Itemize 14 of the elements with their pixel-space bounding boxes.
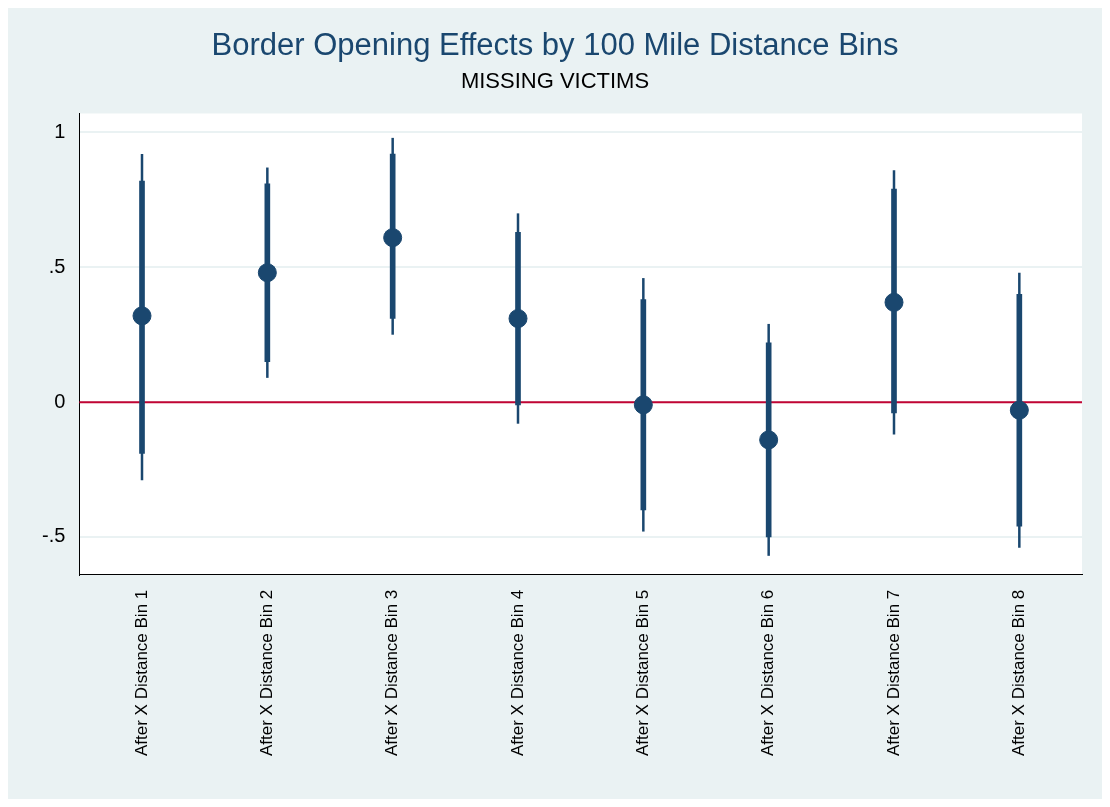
x-tick-label: After X Distance Bin 7 xyxy=(883,589,903,757)
x-tick-label: After X Distance Bin 3 xyxy=(382,589,402,757)
chart-subtitle: MISSING VICTIMS xyxy=(460,68,650,94)
x-tick-label: After X Distance Bin 8 xyxy=(1009,589,1029,757)
x-tick-label: After X Distance Bin 6 xyxy=(758,589,778,757)
x-tick-label: After X Distance Bin 1 xyxy=(131,589,151,757)
y-tick-label: 0 xyxy=(54,389,66,412)
x-tick-label: After X Distance Bin 4 xyxy=(507,589,527,757)
y-tick-label: .5 xyxy=(48,254,66,277)
y-tick-label: 1 xyxy=(54,119,66,142)
chart-title: Border Opening Effects by 100 Mile Distance Bins xyxy=(211,27,899,63)
y-tick-label: -.5 xyxy=(42,524,66,547)
x-tick-label: After X Distance Bin 2 xyxy=(257,589,277,757)
x-tick-label: After X Distance Bin 5 xyxy=(633,589,653,757)
